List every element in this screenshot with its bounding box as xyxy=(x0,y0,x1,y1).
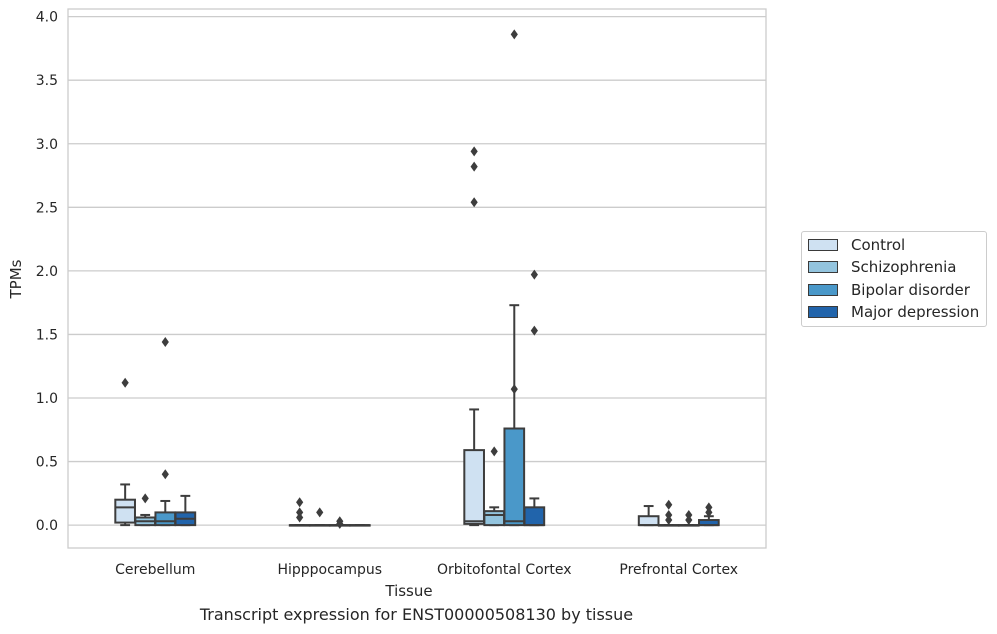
box-body xyxy=(154,511,177,527)
outlier-point xyxy=(141,493,149,504)
box-schizophrenia xyxy=(134,493,157,527)
box-control xyxy=(288,497,311,527)
outlier-point xyxy=(510,384,518,395)
x-tick-label: Cerebellum xyxy=(115,562,195,578)
legend-label-bipolar-disorder: Bipolar disorder xyxy=(851,281,970,299)
chart-caption: Transcript expression for ENST0000050813… xyxy=(199,605,634,624)
box-major-depression xyxy=(349,524,371,527)
box-bipolar-disorder xyxy=(154,337,177,527)
legend-label-control: Control xyxy=(851,236,906,254)
box-body xyxy=(523,506,546,527)
legend-label-major-depression: Major depression xyxy=(851,303,980,321)
outlier-point xyxy=(510,29,518,40)
box-schizophrenia xyxy=(483,446,506,527)
outlier-point xyxy=(705,502,713,513)
outlier-point xyxy=(665,515,673,526)
box-control xyxy=(463,146,485,527)
outlier-point xyxy=(470,146,478,157)
y-tick-label: 0.0 xyxy=(36,518,58,534)
box-bipolar-disorder xyxy=(677,509,700,527)
legend-item-schizophrenia: Schizophrenia xyxy=(808,257,956,277)
box-control xyxy=(114,377,136,527)
y-tick-label: 3.5 xyxy=(36,73,58,89)
box-bipolar-disorder xyxy=(503,29,526,527)
legend-swatch-bipolar-disorder xyxy=(808,284,838,296)
plot-frame xyxy=(67,8,767,549)
y-tick-label: 4.0 xyxy=(36,10,58,26)
box-body xyxy=(637,515,660,527)
legend-item-control: Control xyxy=(808,235,905,255)
outlier-point xyxy=(685,515,693,526)
gridlines xyxy=(68,15,766,526)
outlier-point xyxy=(665,499,673,510)
outlier-point xyxy=(296,497,304,508)
outlier-point xyxy=(490,446,498,457)
outlier-point xyxy=(665,509,673,520)
outlier-point xyxy=(316,507,324,518)
box-body xyxy=(483,510,506,527)
x-tick-label: Orbitofontal Cortex xyxy=(437,562,572,578)
box-series xyxy=(114,29,720,529)
outlier-point xyxy=(470,161,478,172)
outlier-point xyxy=(530,269,538,280)
outlier-point xyxy=(296,512,304,523)
box-schizophrenia xyxy=(657,499,680,527)
y-tick-label: 3.0 xyxy=(36,137,58,153)
box-major-depression xyxy=(174,494,197,527)
outlier-point xyxy=(161,469,169,480)
x-tick-labels: Cerebellum Hipppocampus Orbitofontal Corte… xyxy=(115,562,738,578)
y-tick-label: 2.5 xyxy=(36,200,58,216)
legend-swatch-major-depression xyxy=(808,306,838,318)
box-body xyxy=(503,427,526,527)
box-body xyxy=(463,449,485,525)
legend-item-major-depression: Major depression xyxy=(808,302,979,322)
x-axis-label: Tissue xyxy=(384,582,432,600)
y-axis-label: TPMs xyxy=(7,259,25,299)
box-body xyxy=(114,498,136,524)
y-tick-labels: 0.0 0.5 1.0 1.5 2.0 2.5 3.0 3.5 4.0 xyxy=(36,10,58,534)
outlier-point xyxy=(705,507,713,518)
y-tick-label: 1.0 xyxy=(36,391,58,407)
x-tick-label: Prefrontal Cortex xyxy=(619,562,738,578)
legend-label-schizophrenia: Schizophrenia xyxy=(851,258,957,276)
box-schizophrenia xyxy=(308,507,331,527)
x-tick-label: Hipppocampus xyxy=(277,562,382,578)
outlier-point xyxy=(685,509,693,520)
box-major-depression xyxy=(698,502,720,527)
y-tick-label: 1.5 xyxy=(36,327,58,343)
legend: Control Schizophrenia Bipolar disorder M… xyxy=(801,231,987,327)
legend-swatch-control xyxy=(808,239,838,251)
outlier-point xyxy=(470,197,478,208)
outlier-point xyxy=(296,507,304,518)
y-tick-label: 0.5 xyxy=(36,455,58,471)
outlier-point xyxy=(121,377,129,388)
outlier-point xyxy=(530,325,538,336)
y-tick-label: 2.0 xyxy=(36,264,58,280)
box-control xyxy=(637,505,660,527)
outlier-point xyxy=(161,337,169,348)
outlier-point xyxy=(336,518,344,529)
legend-item-bipolar-disorder: Bipolar disorder xyxy=(808,280,970,300)
legend-swatch-schizophrenia xyxy=(808,261,838,273)
box-major-depression xyxy=(523,269,546,527)
box-bipolar-disorder xyxy=(328,516,351,529)
